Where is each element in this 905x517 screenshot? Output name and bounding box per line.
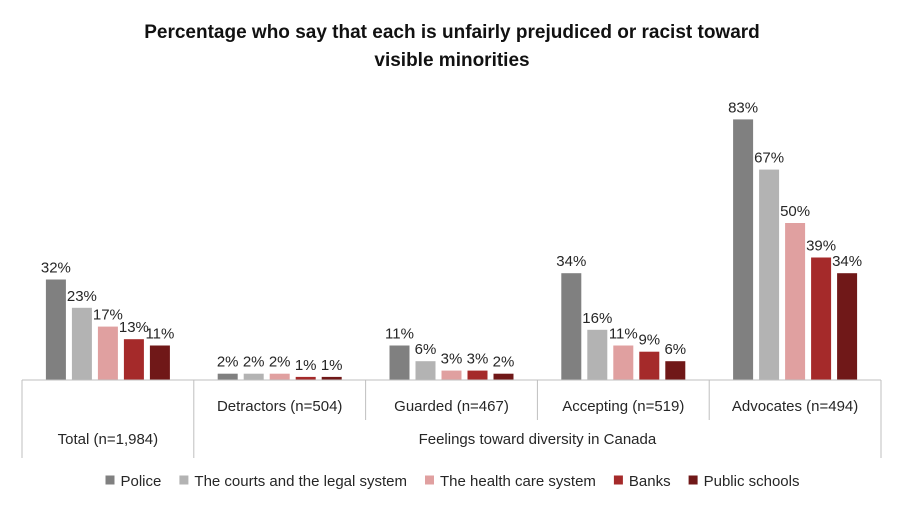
value-label: 39%	[806, 238, 836, 255]
bar-2-cat-2	[243, 373, 264, 380]
bar-5-cat-2	[321, 376, 342, 380]
bar-5-cat-4	[665, 361, 686, 380]
bar-2-cat-1	[71, 307, 92, 380]
bars-layer	[45, 119, 858, 381]
legend-item-5: Public schools	[688, 473, 800, 490]
bar-4-cat-4	[639, 351, 660, 380]
bar-5-cat-3	[493, 373, 514, 380]
value-label: 23%	[67, 288, 97, 305]
bar-3-cat-4	[613, 345, 634, 380]
bar-4-cat-5	[811, 257, 832, 380]
chart-title-line-2: visible minorities	[374, 50, 529, 71]
value-label: 34%	[556, 253, 586, 270]
value-label: 11%	[145, 326, 174, 343]
value-label: 6%	[664, 341, 686, 358]
value-label: 2%	[243, 354, 265, 371]
bar-1-cat-2	[217, 373, 238, 380]
bar-4-cat-1	[123, 339, 144, 380]
value-label: 3%	[441, 351, 463, 368]
axis-layer: Total (n=1,984) Detractors (n=504) Guarded…	[21, 379, 882, 458]
bar-1-cat-5	[733, 119, 754, 381]
value-label: 1%	[321, 357, 343, 374]
value-label: 17%	[93, 307, 123, 324]
value-label: 1%	[295, 357, 317, 374]
value-label: 50%	[780, 203, 810, 220]
bar-5-cat-5	[837, 273, 858, 380]
value-label: 83%	[728, 99, 758, 116]
bar-3-cat-2	[269, 373, 290, 380]
legend-item-2: The courts and the legal system	[179, 473, 407, 490]
legend-swatch	[688, 475, 698, 485]
value-label: 2%	[269, 354, 291, 371]
value-label: 13%	[119, 319, 149, 336]
legend-item-1: Police	[105, 473, 162, 490]
bar-5-cat-1	[149, 345, 170, 380]
legend-label: Public schools	[704, 473, 800, 490]
chart-title-line-1: Percentage who say that each is unfairly…	[144, 22, 760, 43]
legend-label: The courts and the legal system	[194, 473, 407, 490]
category-label: Accepting (n=519)	[562, 398, 684, 415]
legend-label: The health care system	[440, 473, 596, 490]
legend-item-4: Banks	[613, 473, 671, 490]
bar-2-cat-3	[415, 361, 436, 380]
value-label: 16%	[582, 310, 612, 327]
legend-label: Banks	[629, 473, 671, 490]
group-label: Feelings toward diversity in Canada	[419, 431, 657, 448]
value-label: 2%	[493, 354, 515, 371]
legend: Police The courts and the legal system The…	[105, 473, 800, 490]
legend-swatch	[105, 475, 115, 485]
value-label: 11%	[385, 326, 414, 343]
bar-3-cat-1	[97, 326, 118, 380]
bar-2-cat-4	[587, 329, 608, 380]
bar-4-cat-3	[467, 370, 488, 380]
category-label: Detractors (n=504)	[217, 398, 342, 415]
value-label: 3%	[467, 351, 489, 368]
value-label: 67%	[754, 150, 784, 167]
bar-3-cat-3	[441, 370, 462, 380]
legend-swatch	[613, 475, 623, 485]
legend-label: Police	[121, 473, 162, 490]
value-label: 2%	[217, 354, 239, 371]
bar-2-cat-5	[759, 169, 780, 380]
category-label: Total (n=1,984)	[58, 431, 158, 448]
legend-swatch	[179, 475, 189, 485]
bar-3-cat-5	[785, 223, 806, 380]
bar-1-cat-4	[561, 273, 582, 380]
value-label: 34%	[832, 253, 862, 270]
value-label: 32%	[41, 260, 71, 277]
legend-item-3: The health care system	[425, 473, 596, 490]
value-label: 6%	[415, 341, 437, 358]
value-label: 11%	[609, 326, 638, 343]
legend-swatch	[425, 475, 434, 485]
category-label: Advocates (n=494)	[732, 398, 858, 415]
value-labels-layer: 32%23%17%13%11%2% 2% 2% 1% 1%11%6%3% 3% 2%34%1…	[41, 99, 862, 374]
bar-4-cat-2	[295, 376, 316, 380]
value-label: 9%	[638, 332, 660, 349]
bar-1-cat-3	[389, 345, 410, 380]
category-label: Guarded (n=467)	[394, 398, 509, 415]
bar-1-cat-1	[45, 279, 66, 380]
